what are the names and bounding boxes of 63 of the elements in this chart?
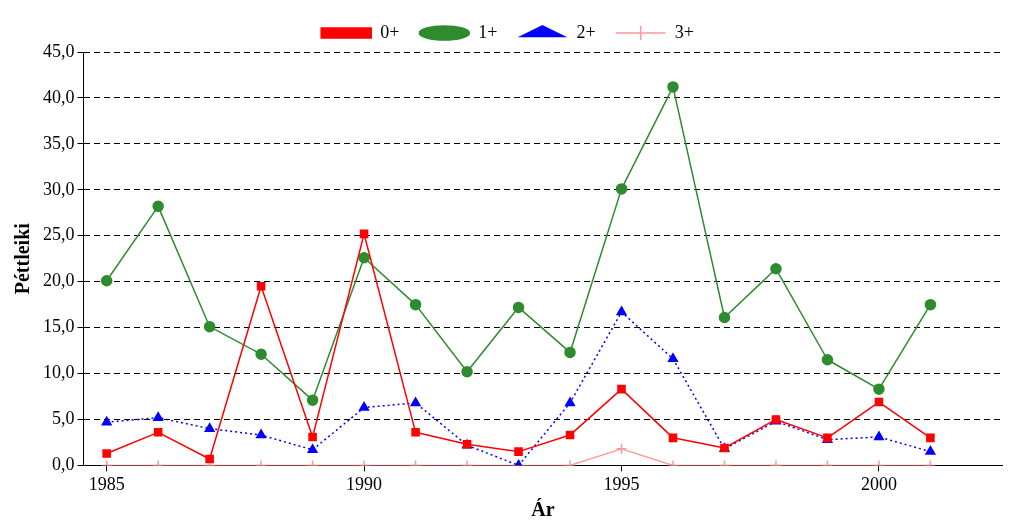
point	[153, 411, 164, 421]
point	[615, 183, 628, 195]
y-tick-label: 20,0	[43, 270, 75, 291]
legend-label: 2+	[576, 21, 596, 42]
point	[307, 444, 318, 454]
point	[358, 252, 370, 264]
point	[564, 397, 576, 407]
point	[668, 433, 678, 443]
point	[667, 353, 679, 363]
y-tick-label: 15,0	[43, 316, 75, 337]
y-tick-label: 10,0	[43, 362, 75, 383]
x-tick-label: 1995	[603, 473, 640, 494]
point	[409, 298, 422, 311]
legend-label: 0+	[380, 21, 400, 42]
point	[718, 311, 731, 324]
x-tick-label: 1985	[88, 473, 125, 494]
x-tick-label: 1990	[346, 473, 383, 494]
point	[205, 454, 214, 464]
point	[101, 416, 112, 426]
y-tick-label: 30,0	[43, 178, 75, 199]
point	[874, 397, 884, 407]
point	[411, 428, 420, 437]
point	[308, 432, 317, 442]
legend-label: 3+	[674, 21, 694, 42]
point	[926, 433, 935, 443]
point	[615, 443, 628, 455]
point	[617, 384, 626, 394]
y-tick-label: 35,0	[43, 132, 75, 153]
point	[359, 229, 369, 239]
point	[359, 401, 370, 411]
point	[873, 431, 885, 441]
point	[925, 445, 936, 455]
y-tick-label: 45,0	[43, 40, 75, 61]
x-tick-label: 2000	[860, 473, 897, 494]
point	[204, 422, 215, 432]
point	[564, 346, 576, 359]
legend-label: 1+	[478, 21, 498, 42]
point	[256, 281, 266, 291]
point	[152, 200, 164, 213]
y-axis-title: Péttleiki	[11, 222, 34, 295]
point	[306, 394, 319, 406]
x-axis-title: Ár	[531, 498, 555, 521]
point	[565, 430, 575, 440]
point	[512, 301, 525, 314]
point	[256, 429, 267, 439]
point	[255, 348, 267, 360]
point	[461, 365, 473, 378]
point	[770, 263, 782, 275]
y-tick-label: 5,0	[52, 408, 75, 429]
point	[821, 354, 834, 366]
point	[102, 449, 111, 458]
point	[514, 447, 523, 456]
y-tick-label: 0,0	[52, 454, 75, 475]
point	[924, 298, 937, 311]
y-tick-label: 25,0	[43, 224, 75, 245]
point	[667, 81, 679, 93]
point	[100, 275, 113, 287]
point	[410, 397, 421, 407]
point	[203, 320, 216, 333]
y-tick-label: 40,0	[43, 86, 75, 107]
point	[153, 428, 163, 437]
point	[873, 383, 885, 395]
point	[616, 306, 627, 316]
